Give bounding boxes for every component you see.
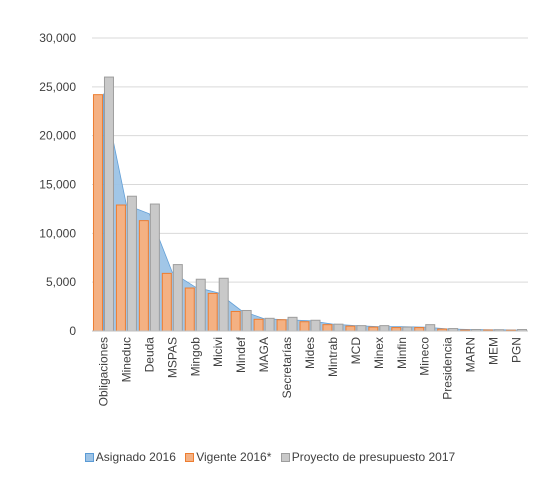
bar-proyecto-2017 [149, 203, 160, 332]
bar-proyecto-2017 [310, 319, 321, 332]
bar-proyecto-2017 [172, 264, 183, 332]
legend-item-proyecto: Proyecto de presupuesto 2017 [280, 450, 456, 464]
x-tick-label: Mintrab [326, 337, 340, 377]
legend-item-vigente: Vigente 2016* [185, 450, 271, 464]
bar-proyecto-2017 [264, 317, 275, 332]
x-tick-label: Secretarías [280, 337, 294, 398]
y-tick-label: 0 [69, 324, 76, 338]
bar-vigente-2016 [115, 204, 126, 332]
bar-vigente-2016 [345, 325, 356, 332]
legend-label-asignado: Asignado 2016 [95, 450, 176, 464]
bar-proyecto-2017 [356, 325, 367, 332]
bar-proyecto-2017 [218, 277, 229, 332]
x-tick-label: Mineduc [119, 337, 133, 382]
x-tick-label: MCD [349, 337, 363, 365]
x-tick-label: PGN [510, 337, 524, 363]
bar-proyecto-2017 [333, 323, 344, 332]
legend-item-asignado: Asignado 2016 [84, 450, 176, 464]
x-tick-label: Presidencia [441, 337, 455, 400]
y-tick-label: 15,000 [39, 178, 76, 192]
bar-proyecto-2017 [195, 278, 206, 332]
bar-vigente-2016 [368, 326, 379, 332]
y-tick-label: 10,000 [39, 226, 76, 240]
bar-vigente-2016 [161, 272, 172, 332]
bar-vigente-2016 [414, 327, 425, 332]
x-tick-label: Mindef [234, 336, 248, 373]
bar-vigente-2016 [92, 94, 103, 332]
legend-swatch-proyecto [280, 453, 290, 462]
x-tick-label: Deuda [142, 337, 156, 373]
bar-proyecto-2017 [379, 325, 390, 332]
budget-bar-chart: 0 5,000 10,000 15,000 20,000 25,000 30,000 Obli… [39, 31, 528, 406]
x-tick-label: Obligaciones [96, 337, 110, 406]
x-tick-label: Mineco [418, 337, 432, 376]
bar-proyecto-2017 [241, 309, 252, 332]
x-tick-label: Minex [372, 337, 386, 369]
x-tick-label: Minfin [395, 337, 409, 369]
chart-legend: Asignado 2016 Vigente 2016* Proyecto de … [0, 450, 540, 464]
x-tick-label: MARN [464, 337, 478, 372]
legend-swatch-asignado [84, 453, 94, 462]
x-tick-label: Mides [303, 337, 317, 369]
bar-vigente-2016 [391, 327, 402, 332]
y-tick-label: 30,000 [39, 31, 76, 45]
y-tick-label: 5,000 [46, 275, 76, 289]
bar-vigente-2016 [322, 324, 333, 332]
bar-vigente-2016 [253, 318, 264, 332]
x-tick-label: MSPAS [165, 337, 179, 378]
x-tick-label: Mingob [188, 337, 202, 377]
x-tick-label: MEM [487, 337, 501, 365]
bar-vigente-2016 [230, 310, 241, 332]
legend-label-proyecto: Proyecto de presupuesto 2017 [291, 450, 456, 464]
bar-vigente-2016 [207, 292, 218, 332]
x-tick-label: MAGA [257, 337, 271, 372]
bar-vigente-2016 [276, 319, 287, 332]
bar-proyecto-2017 [103, 76, 114, 332]
bar-proyecto-2017 [425, 324, 436, 332]
bar-proyecto-2017 [126, 195, 137, 332]
y-tick-label: 25,000 [39, 80, 76, 94]
bar-vigente-2016 [138, 220, 149, 332]
bar-vigente-2016 [184, 287, 195, 332]
bar-vigente-2016 [299, 321, 310, 332]
legend-swatch-vigente [185, 453, 195, 462]
legend-label-vigente: Vigente 2016* [196, 450, 272, 464]
x-tick-label: Micivi [211, 337, 225, 367]
y-tick-label: 20,000 [39, 129, 76, 143]
bar-proyecto-2017 [402, 326, 413, 332]
bar-proyecto-2017 [287, 316, 298, 332]
